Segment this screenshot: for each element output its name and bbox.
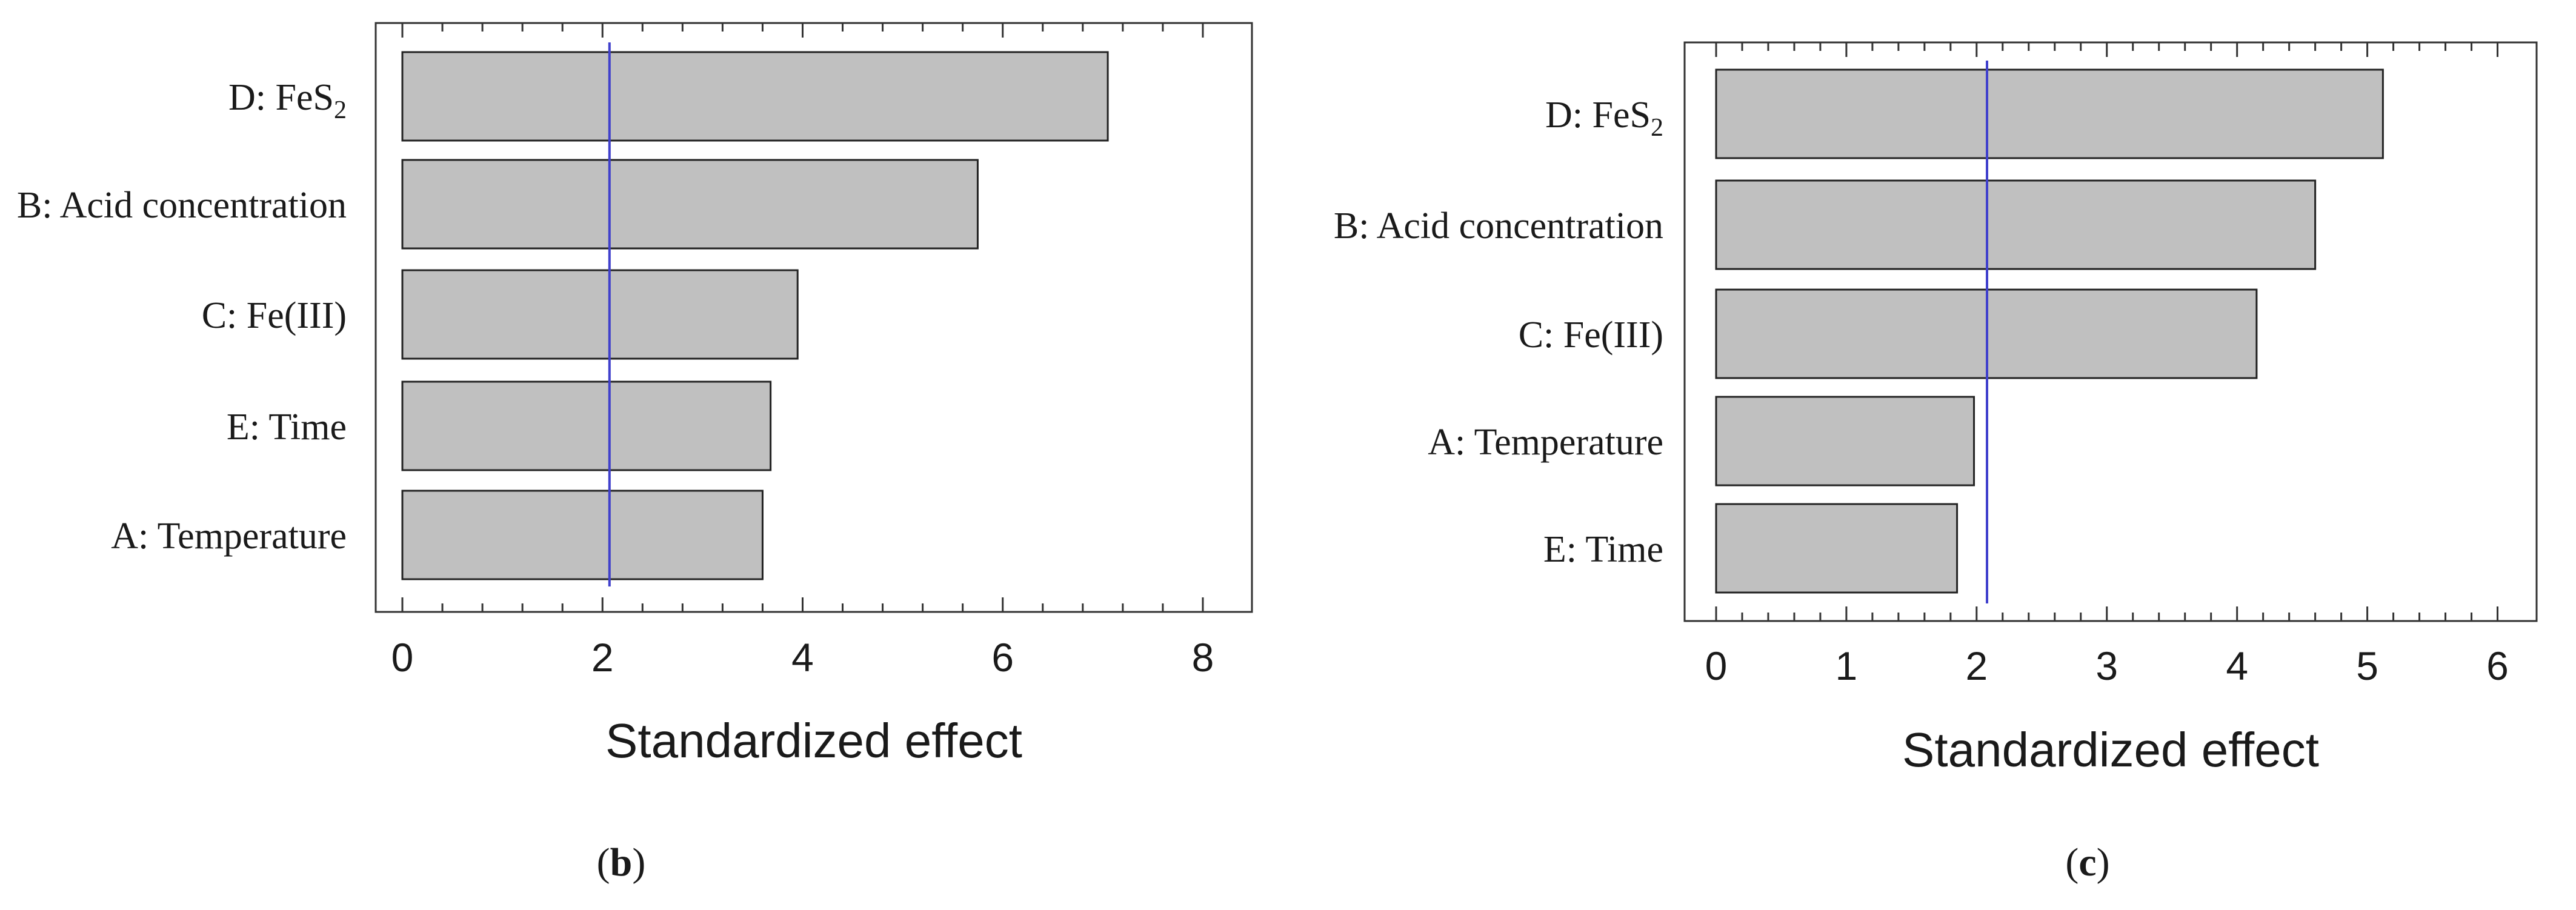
x-axis-label: Standardized effect [605, 714, 1022, 768]
panel-label: (c) [2065, 840, 2109, 885]
bar [401, 380, 772, 471]
tick-label: 3 [2095, 643, 2118, 688]
panel-label: (b) [597, 840, 646, 885]
category-label: D: FeS2 [1545, 95, 1663, 142]
tick-label: 2 [1965, 643, 1988, 688]
x-axis-label: Standardized effect [1902, 723, 2319, 777]
bar [401, 490, 764, 580]
category-label: A: Temperature [1428, 422, 1663, 463]
bar [1715, 396, 1975, 487]
chart-c: D: FeS2 B: Acid concentration C: Fe(III) A:… [1334, 41, 2538, 885]
tick-label: 5 [2356, 643, 2378, 688]
tick-label: 0 [1705, 643, 1728, 688]
bar [1715, 68, 2384, 159]
tick-label: 0 [391, 635, 414, 680]
tick-label: 8 [1192, 635, 1214, 680]
plot-frame [1683, 41, 2538, 622]
bar [401, 159, 979, 250]
category-label: B: Acid concentration [17, 185, 347, 226]
category-label: A: Temperature [111, 516, 347, 557]
category-label: C: Fe(III) [202, 295, 347, 336]
tick-label: 6 [991, 635, 1014, 680]
tick-label: 4 [2226, 643, 2248, 688]
tick-label: 6 [2486, 643, 2509, 688]
tick-label: 1 [1835, 643, 1858, 688]
bar [401, 269, 799, 360]
plot-frame [374, 22, 1253, 613]
chart-b: D: FeS2 B: Acid concentration C: Fe(III) E:… [17, 22, 1253, 885]
bar [1715, 503, 1959, 594]
category-label: E: Time [227, 407, 347, 448]
category-label: C: Fe(III) [1519, 314, 1663, 356]
category-label: E: Time [1543, 529, 1663, 570]
tick-label: 2 [591, 635, 614, 680]
bar [1715, 179, 2317, 270]
category-label: B: Acid concentration [1334, 205, 1663, 247]
tick-label: 4 [791, 635, 814, 680]
category-label: D: FeS2 [228, 77, 347, 124]
bar [401, 51, 1109, 142]
